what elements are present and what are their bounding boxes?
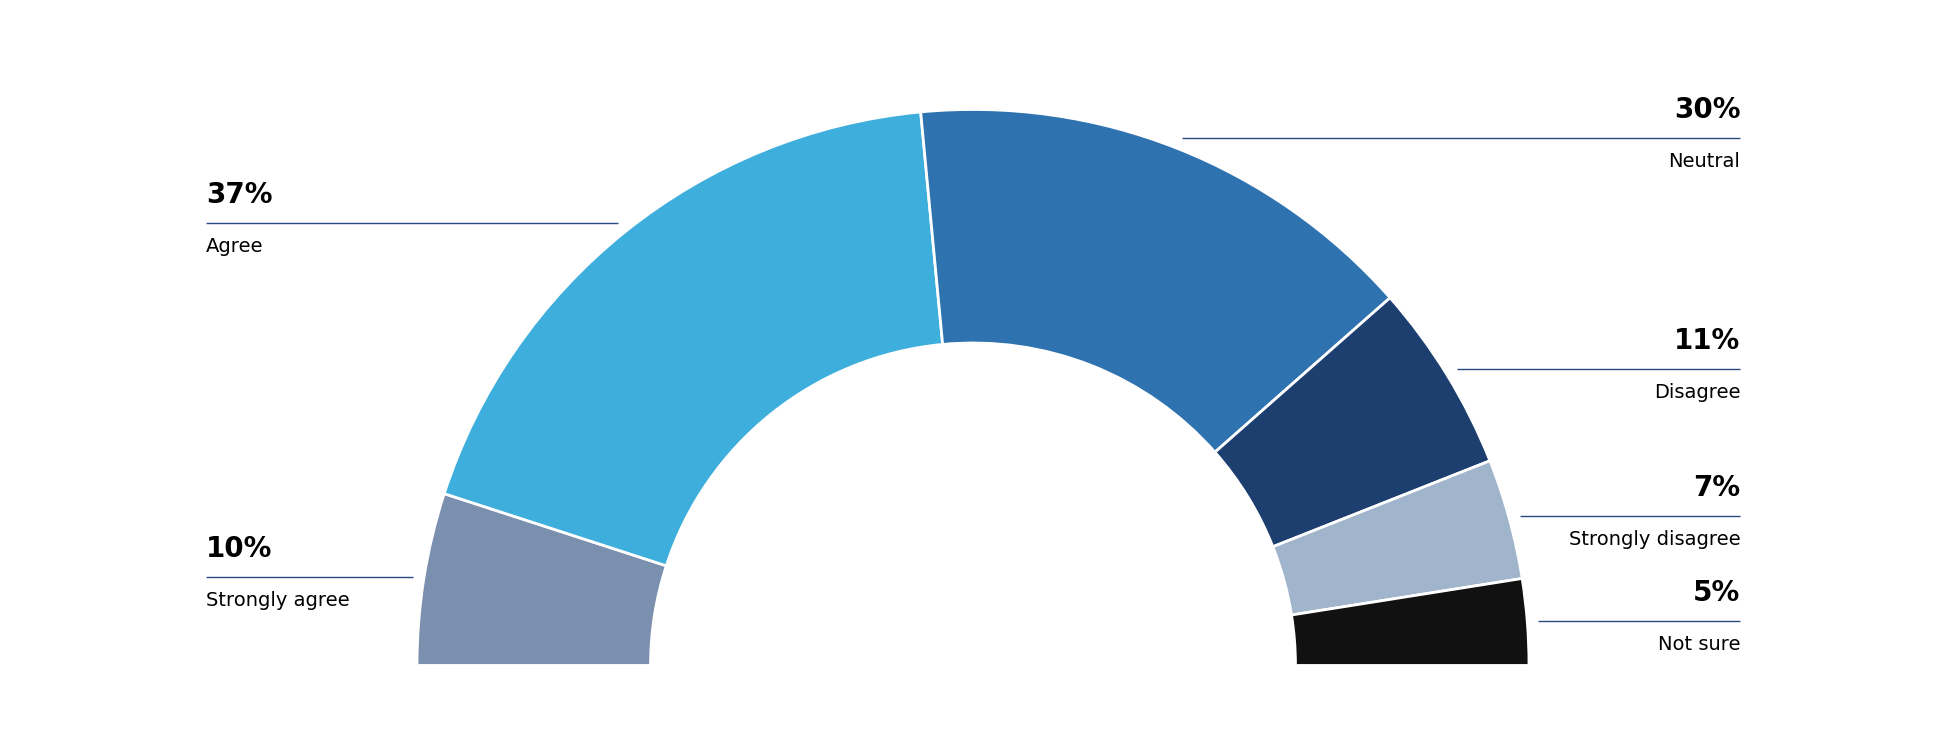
Wedge shape xyxy=(920,110,1389,452)
Text: 5%: 5% xyxy=(1693,579,1740,607)
Wedge shape xyxy=(416,494,666,665)
Text: Agree: Agree xyxy=(206,237,263,256)
Text: 37%: 37% xyxy=(206,181,272,209)
Wedge shape xyxy=(1292,578,1530,665)
Text: 7%: 7% xyxy=(1693,474,1740,502)
Text: 10%: 10% xyxy=(206,535,272,563)
Wedge shape xyxy=(1214,298,1491,547)
Text: Disagree: Disagree xyxy=(1654,383,1740,402)
Text: Strongly agree: Strongly agree xyxy=(206,591,350,609)
Text: 30%: 30% xyxy=(1674,96,1740,124)
Text: Neutral: Neutral xyxy=(1668,152,1740,171)
Text: 11%: 11% xyxy=(1674,328,1740,355)
Text: Not sure: Not sure xyxy=(1658,635,1740,654)
Text: Strongly disagree: Strongly disagree xyxy=(1568,530,1740,549)
Wedge shape xyxy=(444,112,942,566)
Wedge shape xyxy=(1273,461,1522,615)
